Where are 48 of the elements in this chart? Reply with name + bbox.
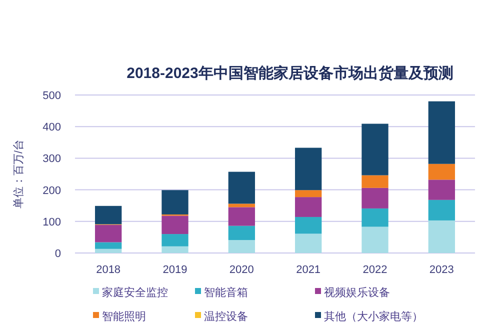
bar	[428, 200, 455, 220]
bar	[428, 164, 455, 180]
bar	[95, 206, 122, 224]
bar	[295, 197, 322, 217]
x-tick-label: 2022	[362, 264, 388, 276]
y-tick-label: 0	[54, 248, 61, 260]
bar	[228, 207, 255, 226]
bar	[162, 246, 188, 253]
bar	[295, 234, 322, 253]
legend-label: 智能照明	[102, 310, 146, 323]
bar	[428, 180, 455, 200]
y-tick-label: 200	[42, 184, 61, 197]
bar	[162, 190, 188, 214]
bar	[228, 226, 255, 240]
x-tick-label: 2020	[229, 264, 254, 276]
x-tick-label: 2019	[162, 264, 188, 276]
bar	[228, 172, 255, 204]
legend-label: 其他（大小家电等）	[324, 310, 423, 323]
y-tick-label: 100	[42, 216, 61, 228]
bar	[295, 148, 322, 190]
bar	[428, 220, 455, 253]
chart-title: 2018-2023年中国智能家居设备市场出货量及预测	[126, 64, 454, 82]
legend-label: 智能音箱	[204, 286, 248, 299]
bar	[162, 234, 188, 246]
y-axis-title: 单位：百万/台	[12, 139, 25, 209]
y-tick-label: 300	[42, 153, 61, 166]
bar	[162, 216, 188, 234]
legend-label: 视频娱乐设备	[324, 286, 390, 299]
bar	[362, 226, 388, 253]
legend-label: 家庭安全监控	[102, 286, 168, 299]
x-tick-label: 2018	[96, 264, 121, 276]
bar	[228, 204, 255, 208]
bar	[428, 101, 455, 164]
bar	[295, 190, 322, 198]
legend-label: 温控设备	[204, 311, 248, 323]
bar	[295, 216, 322, 234]
x-tick-label: 2021	[296, 264, 321, 276]
bar	[95, 224, 122, 242]
bar	[228, 240, 255, 253]
bar	[362, 208, 388, 227]
bar	[362, 124, 388, 176]
bar	[95, 248, 122, 253]
bar	[95, 242, 122, 249]
bar	[362, 188, 388, 208]
y-tick-label: 400	[42, 122, 61, 134]
x-tick-label: 2023	[429, 264, 454, 276]
bar	[362, 175, 388, 188]
y-tick-label: 500	[42, 90, 61, 102]
